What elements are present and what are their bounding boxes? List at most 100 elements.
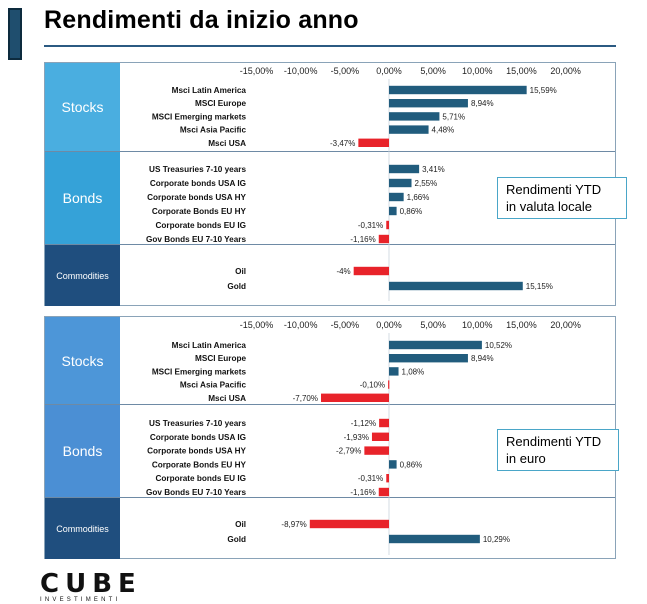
data-label: -1,93% [344, 433, 369, 442]
data-label: 1,08% [402, 367, 425, 376]
cube-logo: CUBE INVESTIMENTI [40, 569, 142, 603]
callout-line-1: Rendimenti YTD [506, 434, 602, 449]
x-axis-ticks: -15,00% -10,00% -5,00% 0,00% 5,00% 10,00% 15,0… [240, 320, 581, 330]
x-axis-ticks: -15,00% -10,00% -5,00% 0,00% 5,00% 10,00% 15,0… [240, 66, 581, 76]
bar [389, 354, 468, 363]
callout-box: Rendimenti YTD in valuta locale [497, 177, 627, 219]
bar [389, 112, 440, 121]
category-tick-label: Corporate bonds USA HY [147, 193, 246, 202]
category-tick-label: Msci Latin America [172, 341, 247, 350]
bar [389, 178, 412, 188]
callout-line-1: Rendimenti YTD [506, 182, 602, 197]
bar [371, 432, 389, 441]
x-tick-label: -15,00% [240, 320, 274, 330]
group-separator [45, 244, 615, 245]
bar [389, 85, 527, 95]
bar [364, 446, 389, 455]
data-label: 4,48% [432, 126, 455, 135]
data-label: 15,59% [530, 86, 557, 95]
x-tick-label: 20,00% [550, 66, 581, 76]
x-tick-label: -10,00% [284, 66, 318, 76]
bar [386, 474, 389, 483]
category-tick-label: US Treasuries 7-10 years [149, 419, 246, 428]
category-label: Stocks [61, 99, 104, 115]
data-label: 10,29% [483, 535, 510, 544]
bar [358, 138, 389, 147]
bar [378, 487, 389, 497]
data-label: 5,71% [442, 112, 465, 121]
category-commodities: Commodities [45, 245, 120, 306]
data-label: -2,79% [336, 447, 361, 456]
category-tick-label: Corporate bonds USA IG [150, 179, 246, 188]
data-label: -0,10% [360, 381, 385, 390]
category-tick-label: Corporate Bonds EU HY [152, 207, 247, 216]
category-stocks: Stocks [45, 63, 120, 151]
bar [388, 380, 390, 389]
category-tick-label: MSCI Europe [195, 354, 246, 363]
logo-wordmark: CUBE [40, 569, 142, 599]
data-label: -3,47% [330, 139, 355, 148]
x-tick-label: 15,00% [506, 66, 537, 76]
category-tick-label: Msci Latin America [172, 86, 247, 95]
category-tick-label: Corporate Bonds EU HY [152, 460, 247, 469]
category-tick-label: Gold [227, 535, 246, 544]
bar-chart-euro: -15,00% -10,00% -5,00% 0,00% 5,00% 10,00% 15,0… [146, 320, 581, 555]
category-commodities: Commodities [45, 498, 120, 559]
data-label: -8,97% [281, 520, 306, 529]
category-tick-label: Corporate bonds EU IG [155, 474, 246, 483]
data-label: -7,70% [293, 394, 318, 403]
category-tick-label: Msci USA [208, 394, 246, 403]
category-tick-label: Gov Bonds EU 7-10 Years [146, 235, 246, 244]
category-label: Bonds [62, 190, 103, 206]
data-label: 2,55% [415, 179, 438, 188]
data-label: 8,94% [471, 354, 494, 363]
bar [353, 266, 389, 276]
data-label: 10,52% [485, 341, 512, 350]
category-tick-label: MSCI Emerging markets [152, 367, 247, 376]
chart-panel-local-currency: Stocks Bonds Commodities -15,00% -10,00% -… [44, 62, 627, 306]
category-label: Commodities [56, 270, 109, 281]
data-label: 1,66% [407, 193, 430, 202]
x-tick-label: 0,00% [376, 320, 402, 330]
x-tick-label: 15,00% [506, 320, 537, 330]
x-tick-label: 10,00% [462, 320, 493, 330]
bar [389, 192, 404, 202]
bar [321, 393, 389, 402]
title-underline [44, 45, 616, 47]
title-accent-bar [8, 8, 22, 60]
data-label: -1,16% [350, 488, 375, 497]
bar [389, 367, 399, 376]
bar [389, 125, 429, 134]
x-tick-label: 10,00% [462, 66, 493, 76]
category-tick-label: Msci Asia Pacific [180, 126, 247, 135]
category-label: Commodities [56, 523, 109, 534]
category-tick-label: MSCI Emerging markets [152, 112, 247, 121]
category-tick-label: Corporate bonds EU IG [155, 221, 246, 230]
logo-subtitle: INVESTIMENTI [40, 597, 121, 603]
category-tick-label: US Treasuries 7-10 years [149, 165, 246, 174]
x-tick-label: 20,00% [550, 320, 581, 330]
data-label: -4% [336, 267, 350, 276]
bar [389, 206, 397, 216]
data-label: -0,31% [358, 474, 383, 483]
category-tick-label: Oil [235, 520, 246, 529]
x-tick-label: -10,00% [284, 320, 318, 330]
page-title: Rendimenti da inizio anno [44, 6, 359, 34]
bar [389, 460, 397, 469]
bar [389, 534, 480, 544]
category-bonds: Bonds [45, 405, 120, 497]
data-label: 0,86% [400, 207, 423, 216]
x-tick-label: -5,00% [331, 320, 360, 330]
category-tick-label: Gold [227, 282, 246, 291]
data-label: 8,94% [471, 99, 494, 108]
bar [309, 519, 389, 529]
bar [379, 418, 389, 428]
data-label: -1,16% [350, 235, 375, 244]
x-tick-label: 0,00% [376, 66, 402, 76]
category-tick-label: Gov Bonds EU 7-10 Years [146, 488, 246, 497]
callout-box: Rendimenti YTD in euro [497, 429, 619, 471]
category-tick-label: MSCI Europe [195, 99, 246, 108]
bar [389, 340, 482, 350]
group-separator [45, 404, 615, 405]
bar [378, 234, 389, 244]
